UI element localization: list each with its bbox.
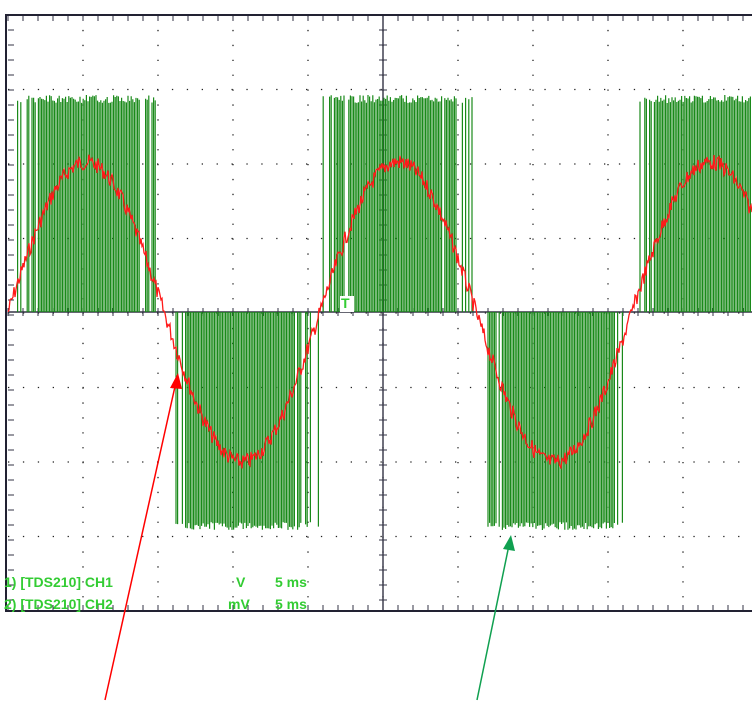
- page: {"scope": {"trigger_marker": "T", "reado…: [0, 0, 752, 701]
- ch2-unit: mV: [228, 596, 250, 612]
- oscilloscope-screen: T 1) [TDS210] CH1 V 5 ms 2) [TDS210] CH2…: [0, 0, 752, 701]
- ch2-source: 2) [TDS210] CH2: [4, 596, 113, 612]
- green-arrow: [477, 545, 509, 700]
- ch2-timebase: 5 ms: [275, 596, 307, 612]
- ch1-unit: V: [236, 574, 246, 590]
- red-arrow: [105, 382, 176, 700]
- trigger-marker: T: [341, 295, 350, 311]
- green-arrow-head: [503, 535, 515, 551]
- ch1-source: 1) [TDS210] CH1: [4, 574, 113, 590]
- ch1-timebase: 5 ms: [275, 574, 307, 590]
